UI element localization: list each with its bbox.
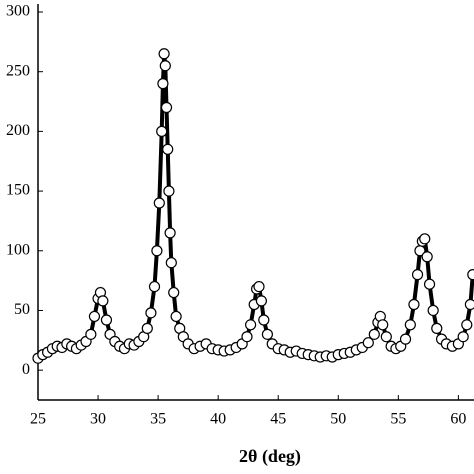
x-axis-label: 2θ (deg)	[239, 446, 301, 467]
y-tick-label: 0	[22, 361, 30, 378]
x-tick-label: 50	[330, 411, 346, 428]
x-tick-label: 25	[30, 411, 46, 428]
data-point	[159, 60, 171, 72]
y-tick-label: 250	[6, 62, 30, 79]
x-tick-label: 35	[150, 411, 166, 428]
data-point	[141, 322, 153, 334]
data-point	[88, 310, 101, 323]
y-tick-label: 150	[6, 182, 30, 199]
data-point	[377, 319, 389, 331]
data-point	[163, 185, 175, 197]
data-point	[461, 319, 473, 331]
data-point	[404, 319, 416, 331]
data-point	[423, 278, 436, 290]
data-point	[261, 328, 274, 340]
data-point	[157, 78, 169, 90]
data-point	[380, 331, 392, 343]
data-point	[419, 233, 431, 245]
data-point	[457, 331, 469, 343]
data-point	[408, 298, 420, 311]
data-point	[145, 307, 157, 319]
data-point	[156, 125, 168, 137]
x-tick-label: 45	[270, 411, 286, 428]
data-point	[160, 101, 173, 114]
data-point	[164, 227, 176, 239]
data-point	[421, 251, 433, 263]
data-point	[253, 280, 265, 293]
y-tick-label: 100	[6, 241, 30, 258]
data-point	[241, 331, 253, 343]
data-point	[362, 337, 374, 349]
y-tick-label: 300	[6, 3, 30, 20]
data-point	[464, 298, 474, 311]
x-tick-label: 30	[90, 411, 106, 428]
x-tick-label: 55	[390, 411, 406, 428]
data-point	[85, 328, 97, 340]
data-point	[399, 333, 412, 345]
data-line	[36, 53, 474, 360]
data-point	[255, 295, 268, 307]
data-point	[162, 143, 174, 155]
data-point	[427, 304, 439, 317]
data-point	[100, 314, 113, 326]
data-point	[153, 197, 165, 209]
data-point	[258, 314, 270, 326]
data-point	[97, 295, 109, 307]
y-tick-label: 200	[6, 122, 30, 139]
data-point	[165, 257, 177, 269]
data-point	[244, 319, 257, 331]
x-tick-label: 40	[210, 411, 226, 428]
data-point	[168, 286, 180, 299]
data-point	[148, 280, 161, 293]
x-tick-label: 60	[450, 411, 466, 428]
y-tick-label: 50	[14, 301, 30, 318]
data-point	[151, 245, 163, 257]
data-point	[158, 48, 170, 60]
data-point	[467, 269, 474, 281]
data-point	[170, 310, 182, 323]
data-point	[431, 322, 443, 334]
data-point	[368, 328, 380, 340]
data-point	[411, 269, 424, 281]
